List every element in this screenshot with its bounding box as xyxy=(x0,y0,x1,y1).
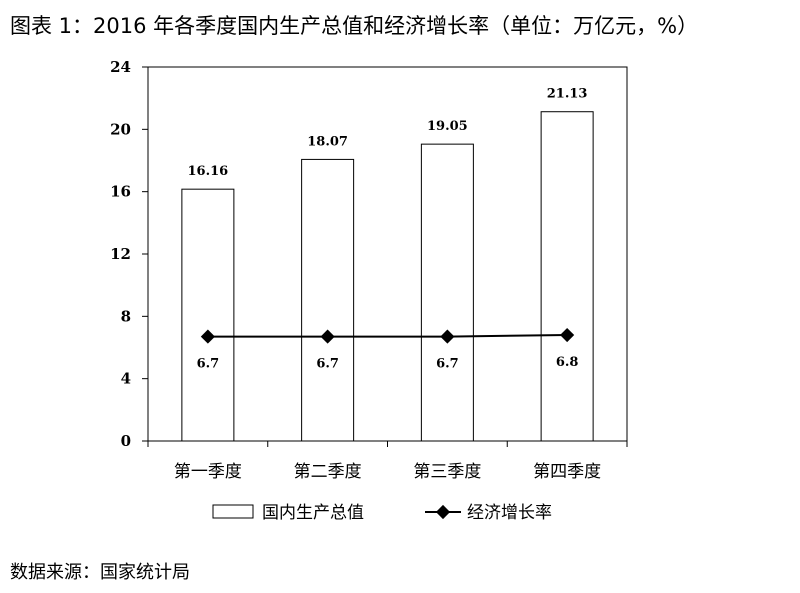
chart-title: 图表 1：2016 年各季度国内生产总值和经济增长率（单位：万亿元，%） xyxy=(10,14,699,38)
legend-diamond-marker xyxy=(435,504,451,520)
legend-label-growth: 经济增长率 xyxy=(467,503,552,523)
bar-gdp xyxy=(301,158,355,442)
legend: 国内生产总值 经济增长率 xyxy=(212,503,552,523)
y-tick-label: 8 xyxy=(121,307,131,325)
x-category-label: 第四季度 xyxy=(533,462,601,482)
x-category-label: 第一季度 xyxy=(174,462,242,482)
y-tick-label: 20 xyxy=(110,120,131,138)
y-tick-label: 4 xyxy=(121,370,131,388)
line-point-marker xyxy=(560,327,575,343)
line-value-label: 6.7 xyxy=(197,357,220,372)
line-value-label: 6.7 xyxy=(316,357,339,372)
line-value-label: 6.8 xyxy=(556,355,579,370)
line-point-marker xyxy=(440,329,455,344)
y-tick-label: 12 xyxy=(110,245,131,263)
bar-value-label: 21.13 xyxy=(547,87,588,102)
bar-gdp xyxy=(420,143,474,442)
x-category-label: 第三季度 xyxy=(413,462,481,482)
y-tick-label: 24 xyxy=(110,58,131,76)
y-tick-label: 16 xyxy=(110,183,131,201)
legend-label-gdp: 国内生产总值 xyxy=(262,503,364,523)
legend-swatch-gdp xyxy=(212,504,254,519)
bar-value-label: 18.07 xyxy=(307,134,348,149)
line-point-marker xyxy=(320,329,335,344)
y-tick-label: 0 xyxy=(121,432,131,450)
data-source-note: 数据来源：国家统计局 xyxy=(10,562,190,583)
line-point-marker xyxy=(200,329,215,344)
plot-area: 0 4 8 12 16 20 24 第一季度 第二季度 第三季度 第四季度 16.16 18.07 19.… xyxy=(110,58,628,482)
line-value-label: 6.7 xyxy=(436,357,459,372)
x-category-label: 第二季度 xyxy=(294,462,362,482)
bar-gdp xyxy=(540,111,594,442)
bar-gdp xyxy=(181,188,235,442)
line-growth-rate xyxy=(207,334,568,338)
bar-value-label: 16.16 xyxy=(188,164,229,179)
bar-value-label: 19.05 xyxy=(427,119,468,134)
